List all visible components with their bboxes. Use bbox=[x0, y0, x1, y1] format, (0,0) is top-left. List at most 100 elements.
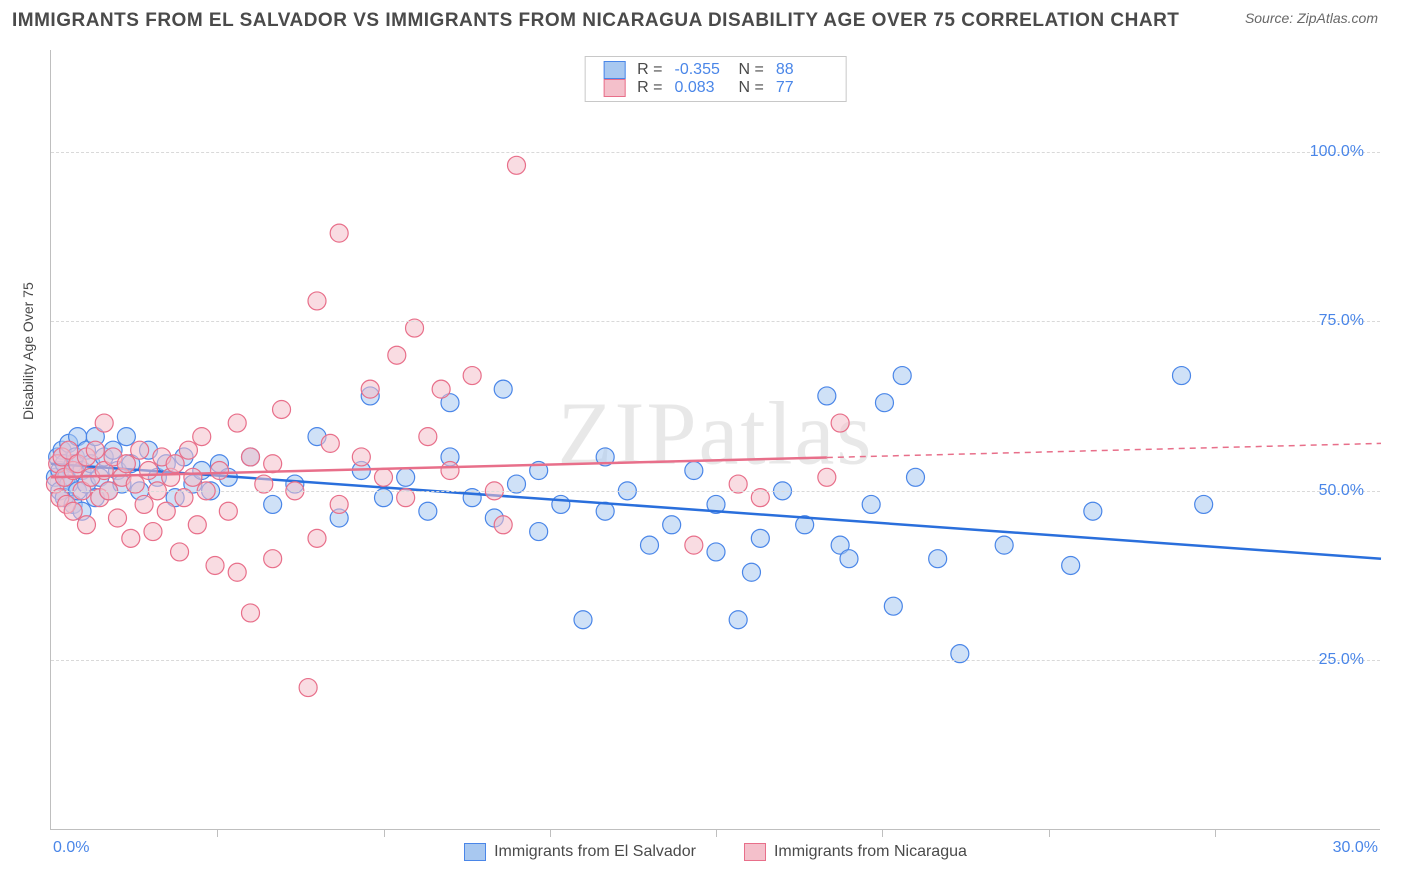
data-point bbox=[184, 468, 202, 486]
data-point bbox=[685, 462, 703, 480]
r-value: 0.083 bbox=[675, 79, 727, 97]
data-point bbox=[109, 509, 127, 527]
data-point bbox=[552, 495, 570, 513]
data-point bbox=[228, 414, 246, 432]
source-label: Source: ZipAtlas.com bbox=[1245, 10, 1378, 26]
y-tick-label: 50.0% bbox=[1319, 482, 1364, 500]
gridline bbox=[51, 660, 1380, 661]
data-point bbox=[831, 414, 849, 432]
data-point bbox=[875, 394, 893, 412]
legend-row-0: R = -0.355 N = 88 bbox=[603, 61, 828, 79]
n-label: N = bbox=[739, 79, 764, 97]
y-tick-label: 25.0% bbox=[1319, 651, 1364, 669]
swatch-icon bbox=[603, 61, 625, 79]
data-point bbox=[64, 502, 82, 520]
data-point bbox=[729, 611, 747, 629]
data-point bbox=[242, 604, 260, 622]
data-point bbox=[193, 428, 211, 446]
data-point bbox=[751, 529, 769, 547]
data-point bbox=[1195, 495, 1213, 513]
y-tick-label: 100.0% bbox=[1310, 143, 1364, 161]
data-point bbox=[574, 611, 592, 629]
data-point bbox=[188, 516, 206, 534]
data-point bbox=[419, 502, 437, 520]
trend-line-extrapolated bbox=[827, 443, 1381, 457]
data-point bbox=[463, 367, 481, 385]
legend-row-1: R = 0.083 N = 77 bbox=[603, 79, 828, 97]
swatch-icon bbox=[744, 843, 766, 861]
data-point bbox=[264, 455, 282, 473]
y-axis-title: Disability Age Over 75 bbox=[20, 282, 36, 420]
gridline bbox=[51, 152, 1380, 153]
data-point bbox=[206, 556, 224, 574]
data-point bbox=[907, 468, 925, 486]
x-tick bbox=[1215, 829, 1216, 837]
data-point bbox=[86, 441, 104, 459]
data-point bbox=[321, 434, 339, 452]
data-point bbox=[508, 156, 526, 174]
data-point bbox=[117, 455, 135, 473]
data-point bbox=[995, 536, 1013, 554]
data-point bbox=[441, 462, 459, 480]
data-point bbox=[388, 346, 406, 364]
n-value: 77 bbox=[776, 79, 828, 97]
x-tick bbox=[716, 829, 717, 837]
data-point bbox=[219, 502, 237, 520]
data-point bbox=[228, 563, 246, 581]
data-point bbox=[818, 387, 836, 405]
y-tick-label: 75.0% bbox=[1319, 312, 1364, 330]
data-point bbox=[840, 550, 858, 568]
x-tick bbox=[217, 829, 218, 837]
gridline bbox=[51, 321, 1380, 322]
chart-title: IMMIGRANTS FROM EL SALVADOR VS IMMIGRANT… bbox=[12, 10, 1179, 32]
data-point bbox=[361, 380, 379, 398]
r-value: -0.355 bbox=[675, 61, 727, 79]
x-tick-label-max: 30.0% bbox=[1333, 839, 1378, 857]
data-point bbox=[641, 536, 659, 554]
data-point bbox=[179, 441, 197, 459]
data-point bbox=[330, 224, 348, 242]
data-point bbox=[1173, 367, 1191, 385]
data-point bbox=[663, 516, 681, 534]
data-point bbox=[818, 468, 836, 486]
legend-item-0: Immigrants from El Salvador bbox=[464, 843, 696, 861]
data-point bbox=[375, 468, 393, 486]
data-point bbox=[352, 448, 370, 466]
data-point bbox=[862, 495, 880, 513]
data-point bbox=[157, 502, 175, 520]
x-tick bbox=[550, 829, 551, 837]
swatch-icon bbox=[464, 843, 486, 861]
x-tick bbox=[882, 829, 883, 837]
gridline bbox=[51, 491, 1380, 492]
data-point bbox=[432, 380, 450, 398]
data-point bbox=[264, 550, 282, 568]
data-point bbox=[140, 462, 158, 480]
scatter-svg bbox=[51, 50, 1380, 829]
x-tick bbox=[1049, 829, 1050, 837]
data-point bbox=[742, 563, 760, 581]
data-point bbox=[166, 455, 184, 473]
r-label: R = bbox=[637, 79, 662, 97]
r-label: R = bbox=[637, 61, 662, 79]
correlation-legend: R = -0.355 N = 88 R = 0.083 N = 77 bbox=[584, 56, 847, 102]
data-point bbox=[242, 448, 260, 466]
data-point bbox=[1062, 556, 1080, 574]
data-point bbox=[929, 550, 947, 568]
n-value: 88 bbox=[776, 61, 828, 79]
series-legend: Immigrants from El Salvador Immigrants f… bbox=[51, 843, 1380, 861]
data-point bbox=[122, 529, 140, 547]
legend-item-1: Immigrants from Nicaragua bbox=[744, 843, 967, 861]
data-point bbox=[494, 380, 512, 398]
data-point bbox=[707, 543, 725, 561]
legend-label: Immigrants from El Salvador bbox=[494, 843, 696, 861]
data-point bbox=[171, 543, 189, 561]
data-point bbox=[893, 367, 911, 385]
legend-label: Immigrants from Nicaragua bbox=[774, 843, 967, 861]
data-point bbox=[135, 495, 153, 513]
data-point bbox=[530, 523, 548, 541]
plot-area: ZIPatlas R = -0.355 N = 88 R = 0.083 N =… bbox=[50, 50, 1380, 830]
data-point bbox=[685, 536, 703, 554]
data-point bbox=[308, 292, 326, 310]
data-point bbox=[77, 516, 95, 534]
data-point bbox=[144, 523, 162, 541]
